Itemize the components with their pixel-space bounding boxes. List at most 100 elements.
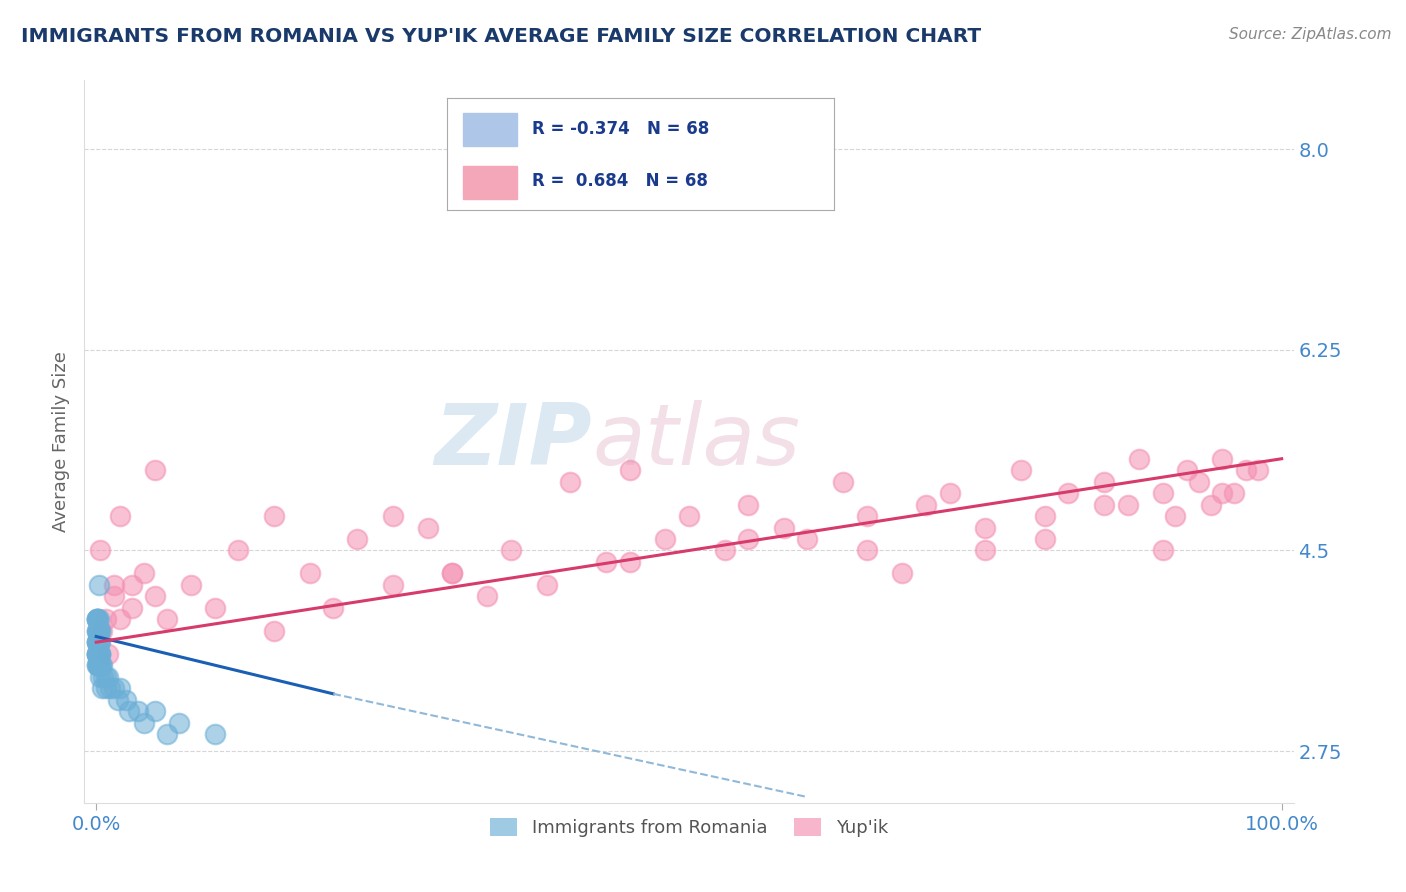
- Yup'ik: [440, 566, 463, 581]
- Yup'ik: [737, 532, 759, 546]
- Yup'ik: [1211, 486, 1233, 500]
- Yup'ik: [121, 578, 143, 592]
- Yup'ik: [737, 498, 759, 512]
- Immigrants from Romania: [91, 658, 114, 673]
- Yup'ik: [855, 543, 877, 558]
- Yup'ik: [974, 543, 997, 558]
- Text: Source: ZipAtlas.com: Source: ZipAtlas.com: [1229, 27, 1392, 42]
- Immigrants from Romania: [89, 635, 111, 649]
- Yup'ik: [322, 600, 344, 615]
- Immigrants from Romania: [89, 647, 111, 661]
- Immigrants from Romania: [107, 692, 129, 706]
- Immigrants from Romania: [90, 658, 112, 673]
- Immigrants from Romania: [87, 624, 110, 638]
- Immigrants from Romania: [86, 635, 108, 649]
- Legend: Immigrants from Romania, Yup'ik: Immigrants from Romania, Yup'ik: [482, 811, 896, 845]
- Immigrants from Romania: [86, 612, 108, 626]
- Yup'ik: [595, 555, 617, 569]
- Yup'ik: [796, 532, 818, 546]
- Immigrants from Romania: [156, 727, 179, 741]
- Yup'ik: [1152, 543, 1174, 558]
- Yup'ik: [678, 509, 700, 524]
- Immigrants from Romania: [87, 658, 110, 673]
- Immigrants from Romania: [87, 658, 110, 673]
- Yup'ik: [1234, 463, 1257, 477]
- Yup'ik: [180, 578, 202, 592]
- Immigrants from Romania: [86, 612, 108, 626]
- Yup'ik: [1057, 486, 1080, 500]
- Immigrants from Romania: [89, 635, 111, 649]
- Yup'ik: [1092, 475, 1115, 489]
- Yup'ik: [619, 555, 641, 569]
- Yup'ik: [1033, 509, 1056, 524]
- Yup'ik: [619, 463, 641, 477]
- Immigrants from Romania: [87, 647, 110, 661]
- Immigrants from Romania: [145, 704, 167, 718]
- Immigrants from Romania: [86, 635, 108, 649]
- Text: atlas: atlas: [592, 400, 800, 483]
- Yup'ik: [94, 612, 117, 626]
- Immigrants from Romania: [89, 647, 111, 661]
- Immigrants from Romania: [86, 612, 108, 626]
- Immigrants from Romania: [89, 658, 111, 673]
- Immigrants from Romania: [86, 647, 108, 661]
- Immigrants from Romania: [87, 658, 110, 673]
- Yup'ik: [89, 543, 111, 558]
- Yup'ik: [1010, 463, 1032, 477]
- Yup'ik: [1188, 475, 1211, 489]
- Immigrants from Romania: [94, 670, 117, 684]
- Yup'ik: [91, 624, 114, 638]
- Immigrants from Romania: [87, 658, 110, 673]
- Immigrants from Romania: [89, 647, 111, 661]
- Immigrants from Romania: [87, 624, 110, 638]
- Immigrants from Romania: [86, 658, 108, 673]
- Immigrants from Romania: [86, 647, 108, 661]
- Immigrants from Romania: [91, 670, 114, 684]
- Yup'ik: [832, 475, 855, 489]
- Immigrants from Romania: [89, 624, 111, 638]
- Immigrants from Romania: [132, 715, 155, 730]
- Text: IMMIGRANTS FROM ROMANIA VS YUP'IK AVERAGE FAMILY SIZE CORRELATION CHART: IMMIGRANTS FROM ROMANIA VS YUP'IK AVERAG…: [21, 27, 981, 45]
- Yup'ik: [381, 578, 404, 592]
- Immigrants from Romania: [115, 692, 138, 706]
- Yup'ik: [1223, 486, 1246, 500]
- Immigrants from Romania: [87, 658, 110, 673]
- Immigrants from Romania: [87, 635, 110, 649]
- Immigrants from Romania: [86, 658, 108, 673]
- Immigrants from Romania: [86, 635, 108, 649]
- Yup'ik: [263, 509, 285, 524]
- Yup'ik: [1199, 498, 1222, 512]
- Yup'ik: [440, 566, 463, 581]
- Immigrants from Romania: [86, 612, 108, 626]
- Yup'ik: [1175, 463, 1198, 477]
- Yup'ik: [263, 624, 285, 638]
- Yup'ik: [156, 612, 179, 626]
- Yup'ik: [108, 509, 131, 524]
- Immigrants from Romania: [87, 612, 110, 626]
- Immigrants from Romania: [94, 681, 117, 695]
- Yup'ik: [654, 532, 676, 546]
- Yup'ik: [1116, 498, 1139, 512]
- Yup'ik: [1128, 451, 1150, 466]
- Immigrants from Romania: [204, 727, 226, 741]
- Yup'ik: [103, 590, 125, 604]
- Yup'ik: [477, 590, 499, 604]
- Yup'ik: [501, 543, 523, 558]
- Immigrants from Romania: [87, 624, 110, 638]
- Yup'ik: [1211, 451, 1233, 466]
- Yup'ik: [536, 578, 558, 592]
- Yup'ik: [1092, 498, 1115, 512]
- Yup'ik: [381, 509, 404, 524]
- Yup'ik: [1164, 509, 1187, 524]
- Immigrants from Romania: [87, 635, 110, 649]
- Immigrants from Romania: [167, 715, 190, 730]
- Immigrants from Romania: [87, 647, 110, 661]
- Yup'ik: [228, 543, 250, 558]
- Yup'ik: [103, 578, 125, 592]
- Yup'ik: [772, 520, 794, 534]
- Immigrants from Romania: [87, 635, 110, 649]
- Immigrants from Romania: [86, 624, 108, 638]
- Immigrants from Romania: [87, 624, 110, 638]
- Immigrants from Romania: [87, 578, 110, 592]
- Immigrants from Romania: [87, 647, 110, 661]
